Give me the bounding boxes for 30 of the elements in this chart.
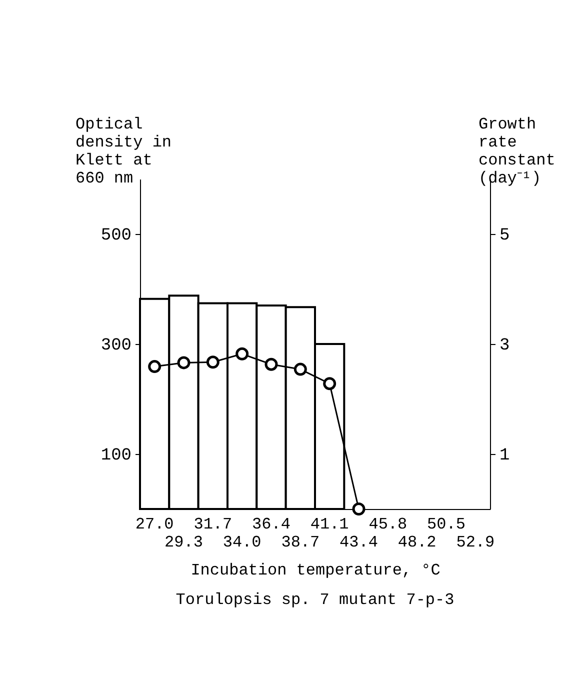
point [264, 358, 278, 371]
x-tick-label: 50.5 [427, 516, 466, 534]
point [323, 377, 336, 390]
y2-tick-label: 3 [500, 336, 510, 356]
x-tick-label: 27.0 [135, 516, 174, 534]
y-tick-label: 100 [100, 446, 132, 466]
x-tick-label: 34.0 [222, 534, 262, 552]
x-tick-label: 41.1 [310, 516, 349, 534]
y2-axis-title: Growth rate constant (day⁻¹) [478, 116, 556, 188]
point [177, 356, 190, 370]
point [294, 362, 307, 376]
x-tick-label: 29.3 [164, 534, 203, 552]
x-axis-title: Incubation temperature, °C [190, 562, 440, 580]
x-tick-label: 31.7 [194, 516, 232, 534]
x-tick-label: 43.4 [340, 534, 378, 552]
x-tick-label: 45.8 [368, 516, 408, 534]
y2-tick-label: 5 [500, 226, 510, 246]
x-tick-label: 38.7 [281, 534, 320, 552]
y-tick-label: 500 [100, 226, 132, 246]
x-tick-label: 36.4 [252, 516, 290, 534]
y2-tick-label: 1 [500, 446, 510, 466]
x-tick-label: 52.9 [456, 534, 495, 552]
y-axis-title: Optical density in Klett at 660 nm [76, 116, 172, 188]
x-tick-label: 48.2 [398, 534, 436, 552]
point [206, 356, 220, 369]
text: Torulopsis sp. 7 mutant 7-p-3 [176, 591, 454, 609]
y-tick-label: 300 [100, 336, 132, 356]
point [236, 347, 249, 360]
point [148, 360, 162, 374]
point [352, 502, 366, 516]
